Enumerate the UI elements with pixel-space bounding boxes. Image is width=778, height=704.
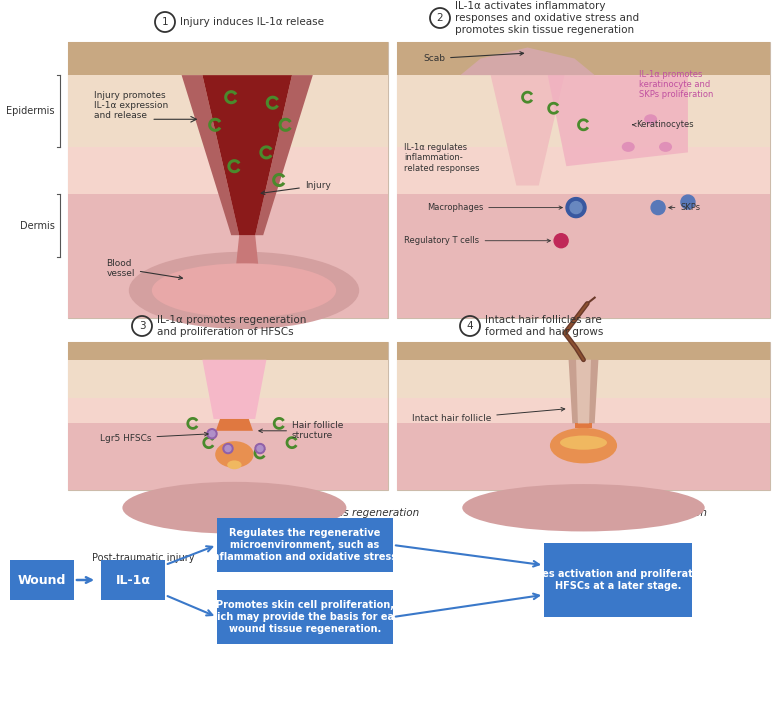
Text: Later stage of HFSCs regeneration: Later stage of HFSCs regeneration	[528, 508, 707, 518]
FancyBboxPatch shape	[101, 560, 165, 600]
Text: Regulatory T cells: Regulatory T cells	[405, 237, 550, 245]
Circle shape	[207, 429, 217, 439]
Text: 4: 4	[467, 321, 473, 331]
Polygon shape	[255, 75, 313, 235]
Bar	[397, 42, 770, 318]
Bar	[397, 342, 770, 360]
Ellipse shape	[622, 142, 635, 152]
Polygon shape	[576, 360, 591, 423]
Circle shape	[681, 195, 695, 209]
Bar	[68, 42, 388, 75]
Text: Injury promotes
IL-1α expression
and release: Injury promotes IL-1α expression and rel…	[93, 91, 168, 120]
Text: 1: 1	[162, 17, 168, 27]
Polygon shape	[181, 75, 239, 235]
Bar	[574, 423, 593, 428]
Circle shape	[566, 198, 586, 218]
Text: Lgr5 HFSCs: Lgr5 HFSCs	[100, 432, 209, 443]
Text: Macrophages: Macrophages	[427, 203, 562, 212]
FancyBboxPatch shape	[217, 590, 393, 644]
Circle shape	[209, 431, 215, 436]
FancyBboxPatch shape	[544, 543, 692, 617]
Text: IL-1α: IL-1α	[115, 574, 150, 586]
Ellipse shape	[129, 252, 359, 329]
Bar	[397, 398, 770, 423]
Circle shape	[651, 201, 665, 215]
Polygon shape	[202, 75, 292, 235]
Polygon shape	[491, 75, 565, 186]
Polygon shape	[216, 419, 253, 431]
Text: Hair follicle
structure: Hair follicle structure	[259, 421, 343, 441]
Circle shape	[255, 444, 265, 453]
Circle shape	[257, 446, 263, 451]
Text: Induces activation and proliferation of
HFSCs at a later stage.: Induces activation and proliferation of …	[512, 570, 724, 591]
Polygon shape	[569, 360, 598, 423]
Text: Regulates the regenerative
microenvironment, such as
inflammation and oxidative : Regulates the regenerative microenvironm…	[209, 529, 401, 562]
Bar	[68, 342, 388, 490]
Text: IL-1α activates inflammatory
responses and oxidative stress and
promotes skin ti: IL-1α activates inflammatory responses a…	[455, 1, 639, 34]
Polygon shape	[235, 235, 259, 274]
Text: Dermis: Dermis	[20, 220, 55, 230]
Ellipse shape	[227, 460, 242, 470]
Text: Injury: Injury	[261, 181, 331, 194]
Text: Post-traumatic injury: Post-traumatic injury	[92, 553, 194, 563]
Text: Keratinocytes: Keratinocytes	[633, 120, 693, 130]
Ellipse shape	[644, 114, 657, 125]
Bar	[397, 360, 770, 398]
Text: IL-1α promotes regeneration
and proliferation of HFSCs: IL-1α promotes regeneration and prolifer…	[157, 315, 307, 337]
Text: IL-1α promotes
keratinocyte and
SKPs proliferation: IL-1α promotes keratinocyte and SKPs pro…	[640, 70, 714, 99]
Ellipse shape	[560, 436, 607, 450]
Text: Blood
vessel: Blood vessel	[107, 258, 182, 279]
Bar	[68, 147, 388, 194]
Bar	[397, 194, 770, 318]
Ellipse shape	[216, 441, 254, 467]
Ellipse shape	[659, 142, 672, 152]
Text: Epidermis: Epidermis	[6, 106, 55, 116]
Circle shape	[225, 446, 231, 451]
Ellipse shape	[550, 428, 617, 463]
Bar	[68, 42, 388, 318]
Bar	[397, 42, 770, 75]
FancyBboxPatch shape	[10, 560, 74, 600]
Bar	[397, 423, 770, 490]
Text: 3: 3	[138, 321, 145, 331]
Text: Injury induces IL-1α release: Injury induces IL-1α release	[180, 17, 324, 27]
Text: IL-1α regulates
inflammation-
related responses: IL-1α regulates inflammation- related re…	[405, 143, 480, 172]
Bar	[68, 194, 388, 318]
Polygon shape	[202, 360, 266, 419]
Bar	[68, 360, 388, 398]
Text: Promotes skin cell proliferation,
which may provide the basis for early
wound ti: Promotes skin cell proliferation, which …	[202, 601, 409, 634]
Bar	[68, 398, 388, 423]
Ellipse shape	[462, 484, 705, 532]
Bar	[397, 342, 770, 490]
Bar	[397, 147, 770, 194]
Bar	[68, 423, 388, 490]
Text: Intact hair follicles are
formed and hair grows: Intact hair follicles are formed and hai…	[485, 315, 604, 337]
Ellipse shape	[152, 263, 336, 318]
Bar	[397, 75, 770, 147]
Text: Intact hair follicle: Intact hair follicle	[412, 408, 565, 424]
Text: SKPs: SKPs	[669, 203, 701, 212]
Polygon shape	[548, 75, 688, 166]
Text: 2: 2	[436, 13, 443, 23]
FancyBboxPatch shape	[217, 518, 393, 572]
Bar	[68, 75, 388, 147]
Text: Early stage of HFSCs regeneration: Early stage of HFSCs regeneration	[241, 508, 419, 518]
Bar	[68, 342, 388, 360]
Circle shape	[223, 444, 233, 453]
Polygon shape	[461, 47, 594, 75]
Circle shape	[570, 201, 582, 213]
Text: Scab: Scab	[423, 51, 524, 63]
Circle shape	[554, 234, 568, 248]
Ellipse shape	[122, 482, 346, 534]
Text: Wound: Wound	[18, 574, 66, 586]
